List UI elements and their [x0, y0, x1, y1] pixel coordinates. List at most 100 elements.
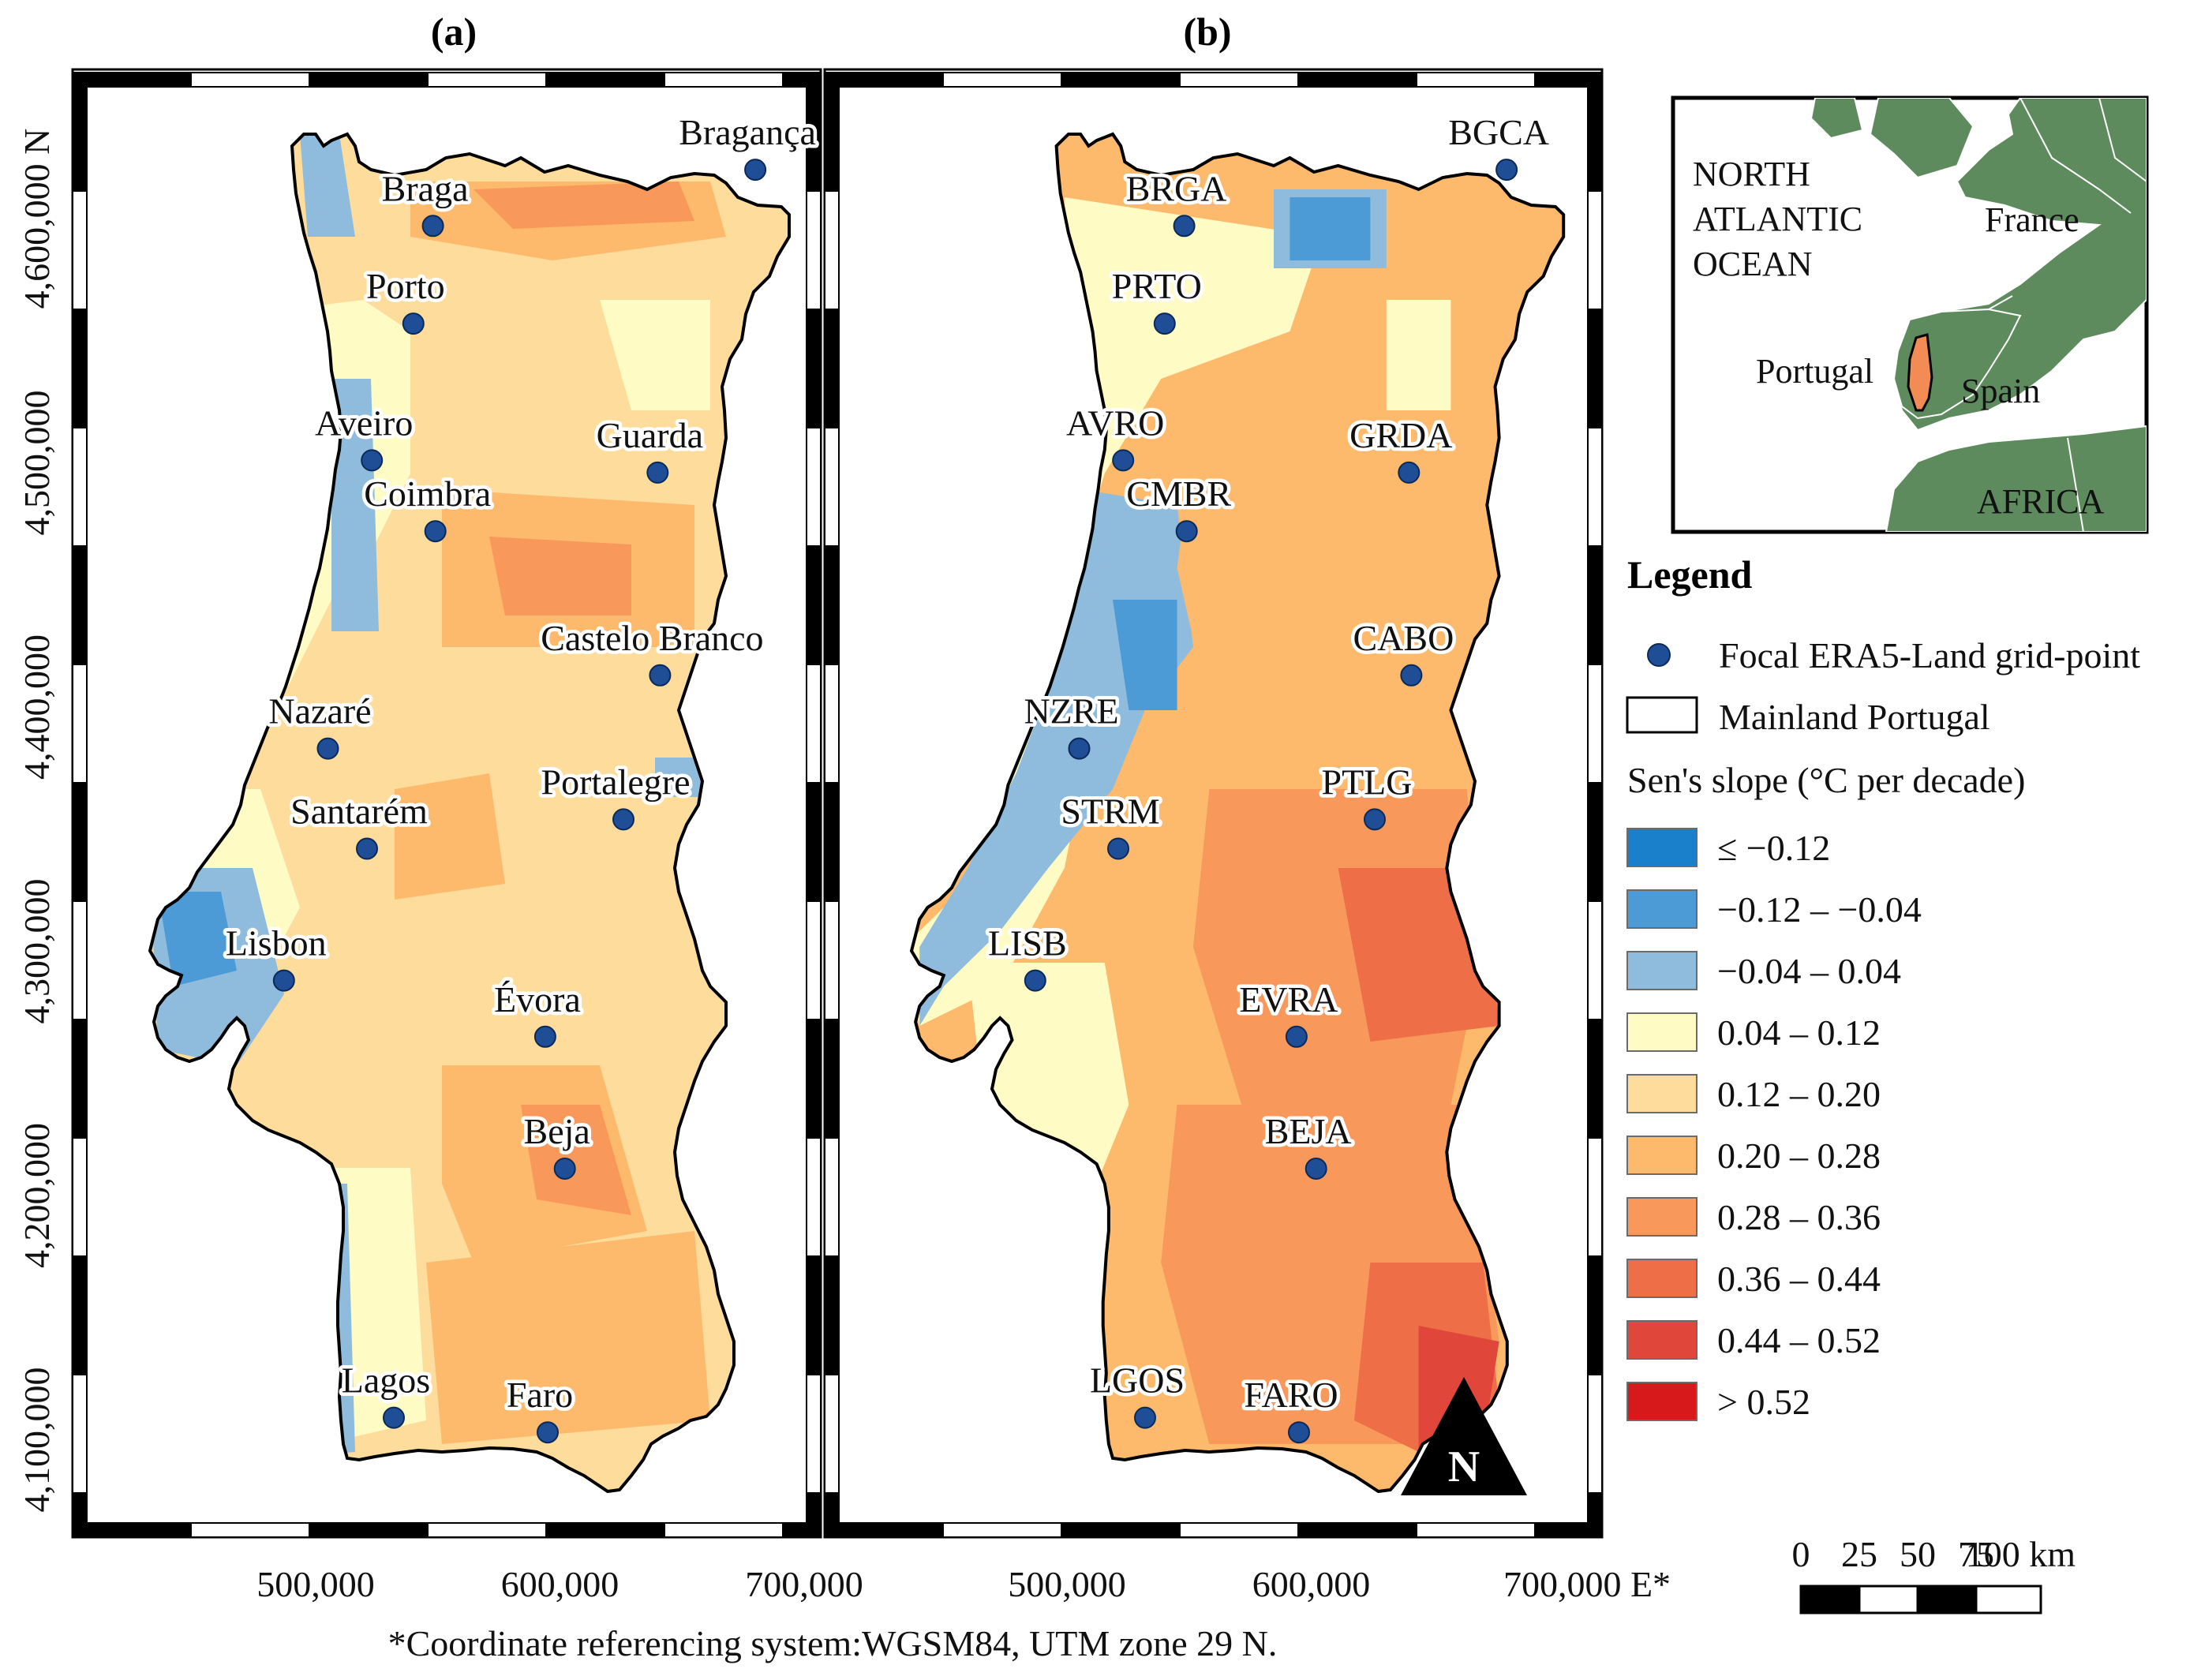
focal-grid-point: Faro [503, 1371, 577, 1444]
city-label: PRTO [1112, 266, 1202, 306]
focal-point-marker [1153, 312, 1176, 335]
focal-grid-point: PTLG [1318, 758, 1416, 831]
panel-a-mainland-outline [148, 132, 791, 1494]
x-tick-label-a: 700,000 [745, 1564, 863, 1604]
inset-ocean-label-3: OCEAN [1693, 245, 1813, 283]
legend-class-swatch [1626, 1197, 1698, 1237]
legend-class-label: 0.20 – 0.28 [1717, 1136, 1881, 1176]
focal-grid-point: Braga [378, 165, 472, 238]
trend-zone [1386, 300, 1451, 410]
map-panel-b: BGCA BRGA PRTO AVRO GRDA CMBR CABO NZRE PTLG STRM… [823, 68, 1604, 1539]
city-label: GRDA [1349, 415, 1452, 455]
city-label: Guarda [597, 415, 703, 455]
city-label: PTLG [1322, 761, 1413, 802]
legend-class-label: 0.12 – 0.20 [1717, 1074, 1881, 1114]
city-label: Évora [494, 979, 581, 1020]
trend-zone [426, 1231, 710, 1444]
legend: Legend Focal ERA5-Land grid-point Mainla… [1626, 552, 2140, 1422]
focal-point-marker [649, 664, 672, 687]
focal-grid-point: FARO [1241, 1371, 1342, 1444]
city-label: Braga [382, 168, 469, 208]
focal-point-marker [316, 737, 339, 760]
map-panel-a: Bragança Braga Porto Aveiro Guarda Coimbra Cas… [71, 68, 822, 1539]
focal-point-marker [1304, 1158, 1327, 1180]
city-label: BGCA [1448, 112, 1549, 152]
focal-grid-point: CMBR [1123, 470, 1235, 543]
x-tick-label-a: 600,000 [501, 1564, 619, 1604]
city-label: CABO [1353, 618, 1454, 658]
legend-class-swatch [1626, 889, 1698, 929]
city-label: CMBR [1126, 473, 1231, 514]
city-label: Beja [524, 1111, 590, 1151]
focal-point-marker [553, 1158, 576, 1180]
city-label: Bragança [679, 112, 816, 152]
panel-b-neatline [824, 72, 1603, 1538]
scale-bar-label: 75 [1958, 1534, 1994, 1574]
x-axis-labels: 500,000 600,000 700,000 500,000 600,000 700,0… [256, 1564, 1671, 1604]
focal-grid-point: LGOS [1086, 1356, 1188, 1429]
focal-grid-point: Aveiro [312, 399, 417, 472]
focal-grid-point: CABO [1349, 614, 1458, 687]
trend-zone [1418, 221, 1484, 300]
crs-footnote: *Coordinate referencing system:WGSM84, U… [388, 1623, 1278, 1663]
focal-point-marker [1495, 159, 1518, 181]
focal-point-marker [272, 969, 295, 992]
focal-point-marker [383, 1406, 405, 1429]
city-label: Coimbra [364, 473, 491, 514]
focal-point-marker [537, 1421, 559, 1444]
focal-grid-point: Lisbon [222, 919, 330, 992]
focal-grid-point: EVRA [1236, 975, 1342, 1048]
focal-point-marker [1400, 664, 1423, 687]
focal-grid-point: Évora [490, 975, 584, 1048]
legend-mainland-swatch [1626, 696, 1698, 734]
focal-point-marker [1024, 969, 1046, 992]
city-label: Lisbon [226, 923, 327, 963]
legend-class-label: −0.12 – −0.04 [1717, 889, 1922, 930]
y-tick-label: 4,200,000 [17, 1123, 57, 1268]
trend-zone [600, 300, 710, 410]
panel-a-neatline [72, 72, 822, 1538]
legend-focal-point-label: Focal ERA5-Land grid-point [1719, 635, 2140, 675]
legend-class-swatch [1626, 1136, 1698, 1175]
focal-grid-point: PRTO [1108, 263, 1205, 335]
city-label: AVRO [1066, 402, 1164, 443]
city-label: FARO [1244, 1375, 1338, 1415]
x-tick-label-b: 600,000 [1252, 1564, 1371, 1604]
city-label: Santarém [290, 791, 428, 832]
trend-zone [395, 773, 505, 900]
focal-grid-point: Guarda [593, 411, 706, 484]
city-label: BEJA [1265, 1111, 1352, 1151]
city-label: LGOS [1090, 1360, 1185, 1401]
focal-grid-point: BRGA [1122, 165, 1230, 238]
panel-b-mainland-outline [909, 132, 1566, 1494]
inset-ocean-label-1: NORTH [1693, 155, 1810, 193]
focal-point-marker [424, 520, 447, 543]
focal-point-marker [361, 449, 384, 472]
x-tick-label-b: 500,000 [1008, 1564, 1126, 1604]
y-tick-label: 4,500,000 [17, 391, 57, 536]
focal-grid-point: Lagos [338, 1356, 434, 1429]
focal-grid-point: BEJA [1261, 1108, 1355, 1180]
focal-point-marker [744, 159, 767, 181]
city-label: Portalegre [541, 761, 690, 802]
legend-class-swatch [1626, 1074, 1698, 1113]
legend-mainland-label: Mainland Portugal [1719, 697, 1990, 737]
inset-map: NORTH ATLANTIC OCEAN France Portugal Spa… [1671, 95, 2149, 534]
inset-portugal-label: Portugal [1756, 352, 1873, 391]
inset-africa-label: AFRICA [1977, 482, 2105, 521]
city-label: EVRA [1239, 979, 1338, 1020]
focal-grid-point: NZRE [1020, 687, 1122, 760]
inset-ocean-label-2: ATLANTIC [1693, 200, 1862, 238]
focal-point-marker [646, 461, 669, 484]
focal-grid-point: GRDA [1346, 411, 1456, 484]
scale-bar-label: 25 [1841, 1534, 1877, 1574]
focal-point-marker [1112, 449, 1135, 472]
focal-grid-point: Portalegre [537, 758, 694, 831]
focal-grid-point: Bragança [676, 109, 819, 181]
focal-point-marker [533, 1025, 556, 1048]
inset-spain-label: Spain [1961, 372, 2040, 410]
x-tick-label-a: 500,000 [256, 1564, 375, 1604]
focal-grid-point: AVRO [1062, 399, 1168, 472]
y-tick-label: 4,600,000 N [17, 129, 57, 309]
